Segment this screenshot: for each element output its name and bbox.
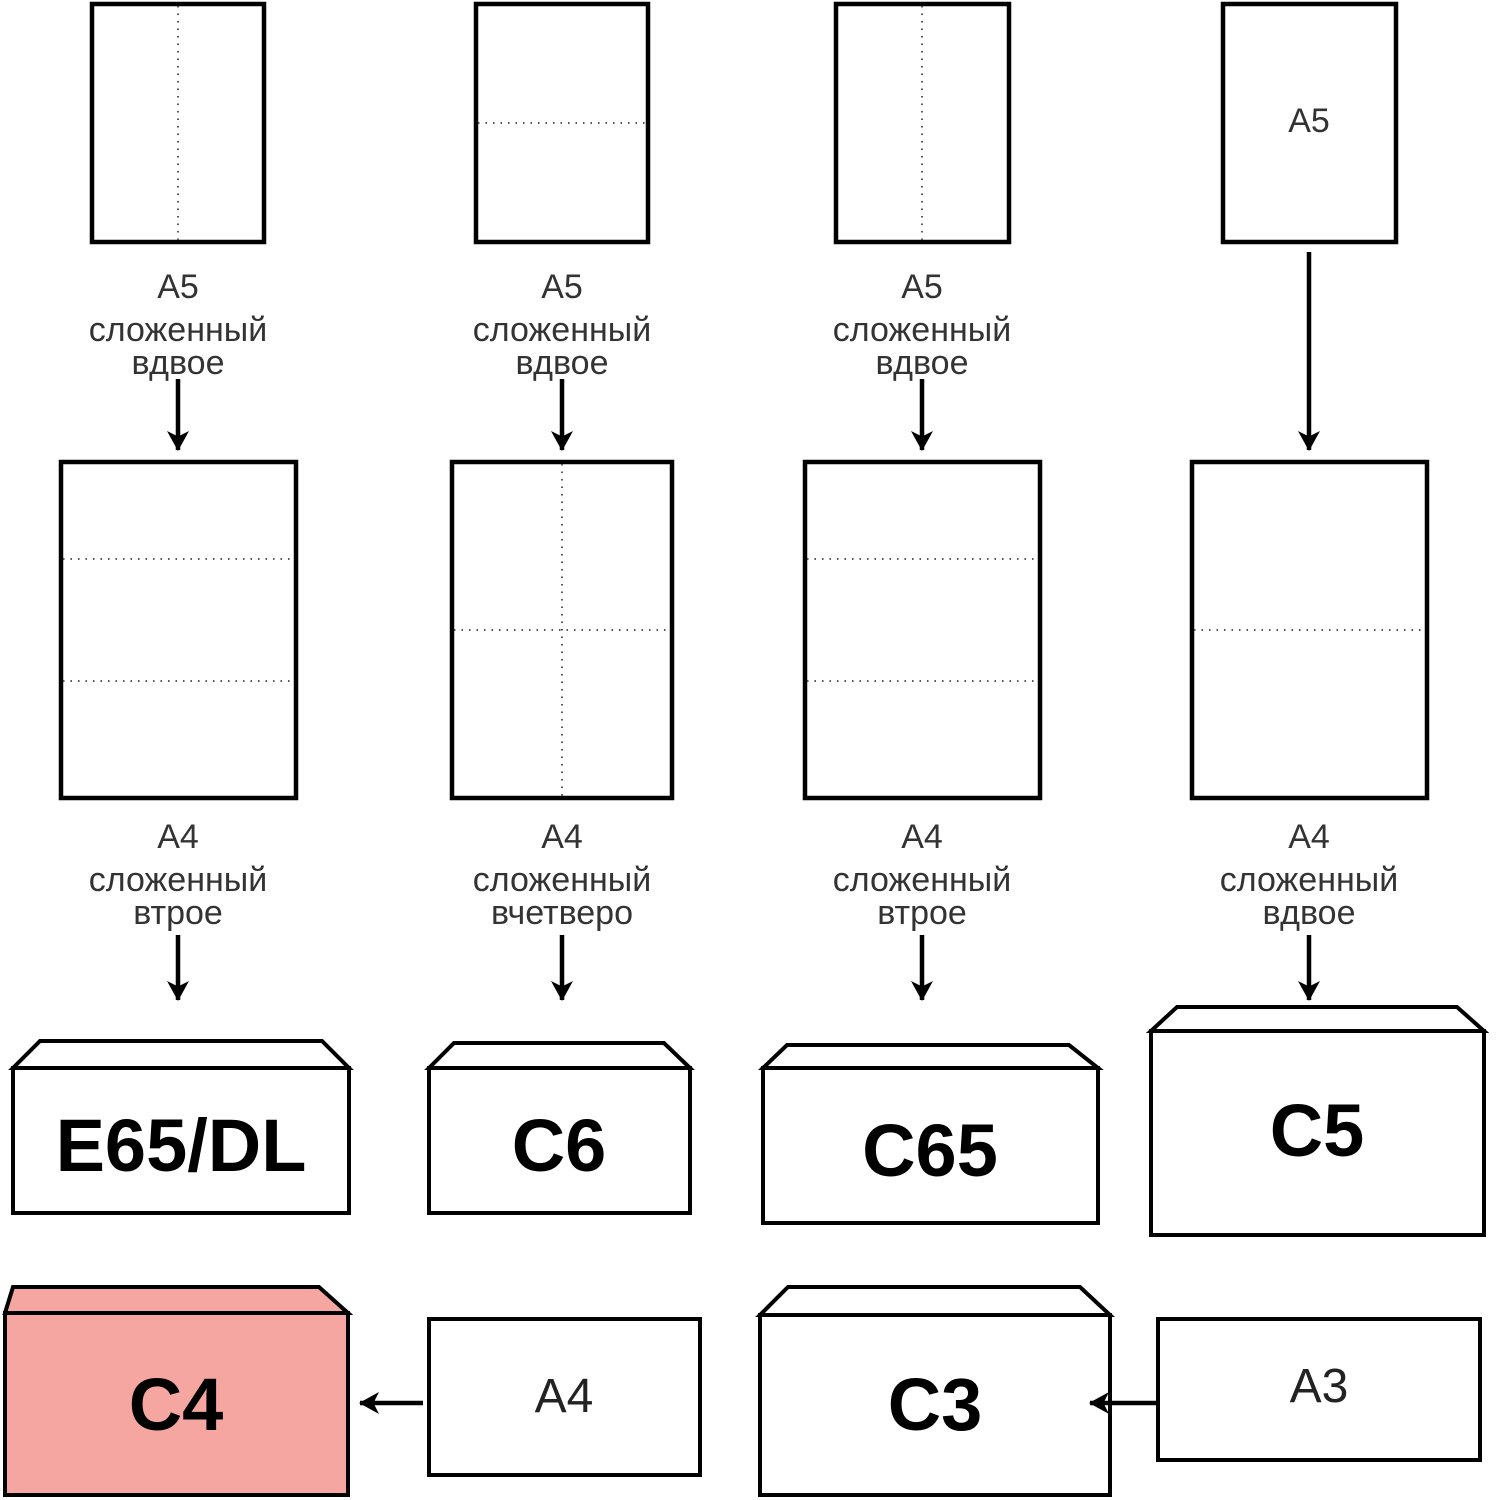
svg-text:A4: A4 <box>1288 818 1330 856</box>
svg-text:C6: C6 <box>512 1104 607 1187</box>
svg-text:вчетверо: вчетверо <box>491 894 633 932</box>
svg-text:вдвое: вдвое <box>131 344 224 382</box>
svg-text:вдвое: вдвое <box>515 344 608 382</box>
svg-text:E65/DL: E65/DL <box>56 1104 307 1187</box>
svg-text:A5: A5 <box>1288 102 1330 140</box>
svg-text:C65: C65 <box>862 1109 998 1192</box>
svg-text:вдвое: вдвое <box>875 344 968 382</box>
svg-text:A5: A5 <box>541 268 583 306</box>
svg-text:втрое: втрое <box>877 894 967 932</box>
svg-text:C5: C5 <box>1270 1089 1365 1172</box>
svg-text:A5: A5 <box>157 268 199 306</box>
svg-text:A4: A4 <box>157 818 199 856</box>
svg-text:A4: A4 <box>535 1370 594 1423</box>
svg-text:A3: A3 <box>1290 1360 1349 1413</box>
svg-text:A5: A5 <box>901 268 943 306</box>
svg-text:втрое: втрое <box>133 894 223 932</box>
svg-text:C4: C4 <box>129 1363 224 1446</box>
svg-text:A4: A4 <box>541 818 583 856</box>
svg-text:A4: A4 <box>901 818 943 856</box>
svg-text:C3: C3 <box>888 1363 983 1446</box>
svg-text:вдвое: вдвое <box>1262 894 1355 932</box>
